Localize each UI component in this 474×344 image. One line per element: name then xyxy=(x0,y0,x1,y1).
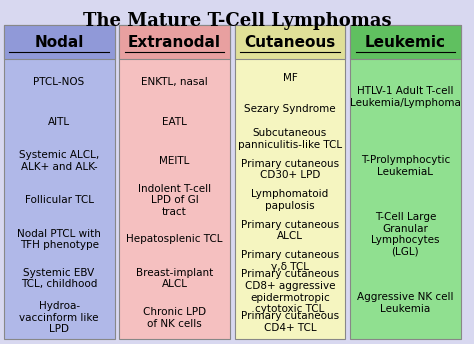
Text: Primary cutaneous
CD30+ LPD: Primary cutaneous CD30+ LPD xyxy=(241,159,339,181)
Text: EATL: EATL xyxy=(162,117,187,127)
Text: Primary cutaneous
CD8+ aggressive
epidermotropic
cytotoxic TCL: Primary cutaneous CD8+ aggressive epider… xyxy=(241,269,339,314)
Text: ENKTL, nasal: ENKTL, nasal xyxy=(141,77,208,87)
Text: T-Cell Large
Granular
Lymphocytes
(LGL): T-Cell Large Granular Lymphocytes (LGL) xyxy=(371,212,439,257)
Text: Hydroa-
vaccinform like
LPD: Hydroa- vaccinform like LPD xyxy=(19,301,99,334)
Text: HTLV-1 Adult T-cell
Leukemia/Lymphoma: HTLV-1 Adult T-cell Leukemia/Lymphoma xyxy=(350,86,461,108)
Text: Sezary Syndrome: Sezary Syndrome xyxy=(244,104,336,114)
Text: Systemic ALCL,
ALK+ and ALK-: Systemic ALCL, ALK+ and ALK- xyxy=(19,150,99,172)
Text: MEITL: MEITL xyxy=(159,156,190,166)
Text: MF: MF xyxy=(283,73,297,83)
Text: Breast-implant
ALCL: Breast-implant ALCL xyxy=(136,268,213,289)
Text: The Mature T-Cell Lymphomas: The Mature T-Cell Lymphomas xyxy=(82,12,392,30)
FancyBboxPatch shape xyxy=(4,25,115,60)
Text: Primary cutaneous
ALCL: Primary cutaneous ALCL xyxy=(241,220,339,241)
Text: Leukemic: Leukemic xyxy=(365,35,446,50)
Text: Extranodal: Extranodal xyxy=(128,35,221,50)
Text: Primary cutaneous
γ,δ TCL: Primary cutaneous γ,δ TCL xyxy=(241,250,339,272)
Text: Nodal PTCL with
TFH phenotype: Nodal PTCL with TFH phenotype xyxy=(17,229,101,250)
Text: Hepatosplenic TCL: Hepatosplenic TCL xyxy=(126,234,223,244)
Text: Subcutaneous
panniculitis-like TCL: Subcutaneous panniculitis-like TCL xyxy=(238,128,342,150)
Text: Lymphomatoid
papulosis: Lymphomatoid papulosis xyxy=(251,189,328,211)
Text: T-Prolymphocytic
LeukemiaL: T-Prolymphocytic LeukemiaL xyxy=(361,155,450,176)
Text: Aggressive NK cell
Leukemia: Aggressive NK cell Leukemia xyxy=(357,292,454,314)
Text: Chronic LPD
of NK cells: Chronic LPD of NK cells xyxy=(143,307,206,329)
FancyBboxPatch shape xyxy=(119,25,230,60)
Text: Cutaneous: Cutaneous xyxy=(244,35,336,50)
FancyBboxPatch shape xyxy=(4,25,115,339)
FancyBboxPatch shape xyxy=(235,25,346,60)
FancyBboxPatch shape xyxy=(350,25,461,60)
Text: Systemic EBV
TCL, childhood: Systemic EBV TCL, childhood xyxy=(21,268,97,289)
Text: Indolent T-cell
LPD of GI
tract: Indolent T-cell LPD of GI tract xyxy=(138,184,211,217)
FancyBboxPatch shape xyxy=(235,25,346,339)
Text: Nodal: Nodal xyxy=(35,35,84,50)
Text: AITL: AITL xyxy=(48,117,70,127)
FancyBboxPatch shape xyxy=(350,25,461,339)
Text: Follicular TCL: Follicular TCL xyxy=(25,195,93,205)
Text: PTCL-NOS: PTCL-NOS xyxy=(34,77,85,87)
FancyBboxPatch shape xyxy=(119,25,230,339)
Text: Primary cutaneous
CD4+ TCL: Primary cutaneous CD4+ TCL xyxy=(241,311,339,333)
